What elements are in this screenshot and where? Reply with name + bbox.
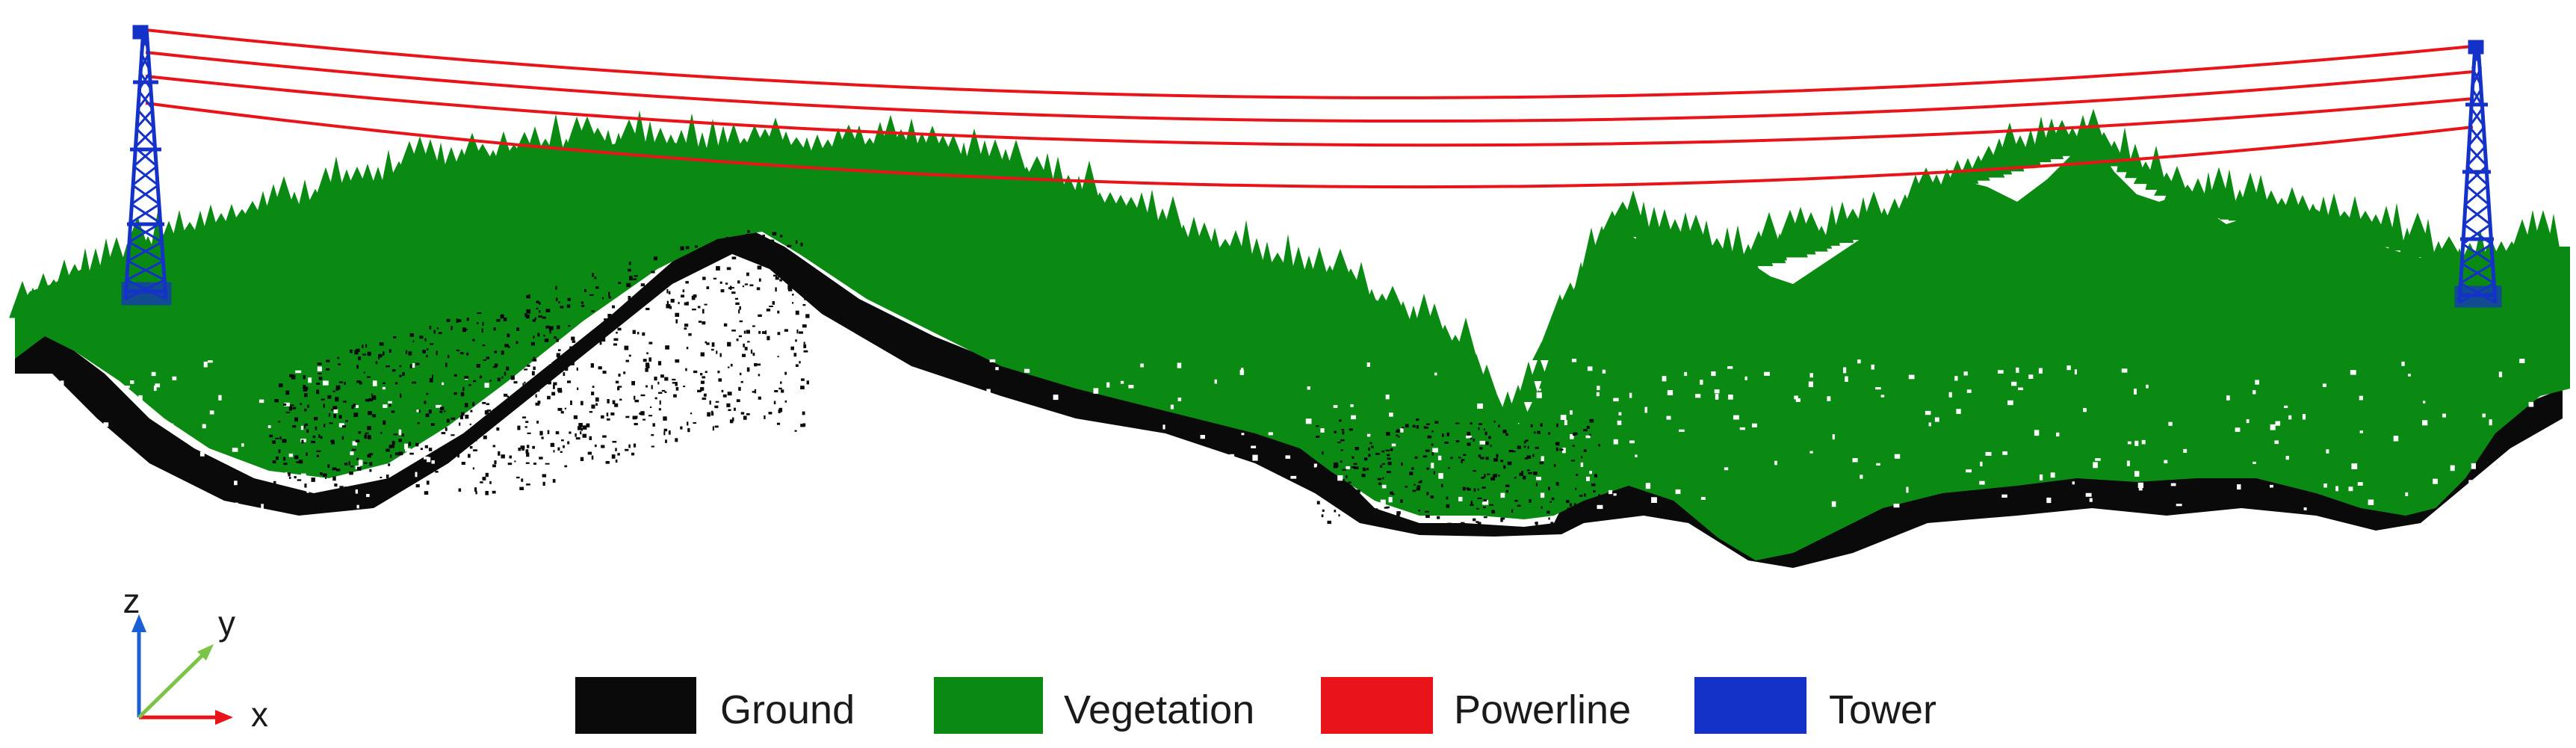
legend-swatch-vegetation	[934, 677, 1043, 734]
legend-swatch-tower	[1694, 677, 1806, 734]
ground-speckles	[269, 229, 1601, 526]
x-axis-label: x	[251, 695, 268, 734]
z-axis-label: z	[123, 581, 140, 620]
x-axis-arrowhead	[215, 710, 233, 725]
legend-item-tower: Tower	[1694, 677, 1936, 734]
powerline-3	[145, 75, 2474, 147]
powerline-1	[145, 28, 2474, 99]
y-axis-label: y	[218, 604, 235, 643]
legend-label-vegetation: Vegetation	[1064, 687, 1254, 732]
vegetation-points	[9, 108, 2570, 560]
y-axis	[137, 650, 208, 719]
legend-swatch-ground	[575, 677, 696, 734]
legend-item-powerline: Powerline	[1321, 677, 1631, 734]
legend-swatch-powerline	[1321, 677, 1433, 734]
y-axis-arrowhead	[197, 644, 214, 661]
legend: Ground Vegetation Powerline Tower	[575, 677, 1936, 734]
z-axis-arrowhead	[131, 614, 146, 632]
powerline-2	[145, 51, 2474, 123]
legend-label-ground: Ground	[720, 687, 855, 732]
legend-item-ground: Ground	[575, 677, 855, 734]
axis-triad: z y x	[123, 581, 269, 734]
legend-label-tower: Tower	[1829, 687, 1936, 732]
legend-item-vegetation: Vegetation	[934, 677, 1254, 734]
tower-left	[121, 25, 172, 306]
powerline-4	[145, 102, 2474, 189]
powerline-points	[145, 28, 2474, 189]
legend-label-powerline: Powerline	[1454, 687, 1631, 732]
tower-right	[2454, 40, 2502, 308]
